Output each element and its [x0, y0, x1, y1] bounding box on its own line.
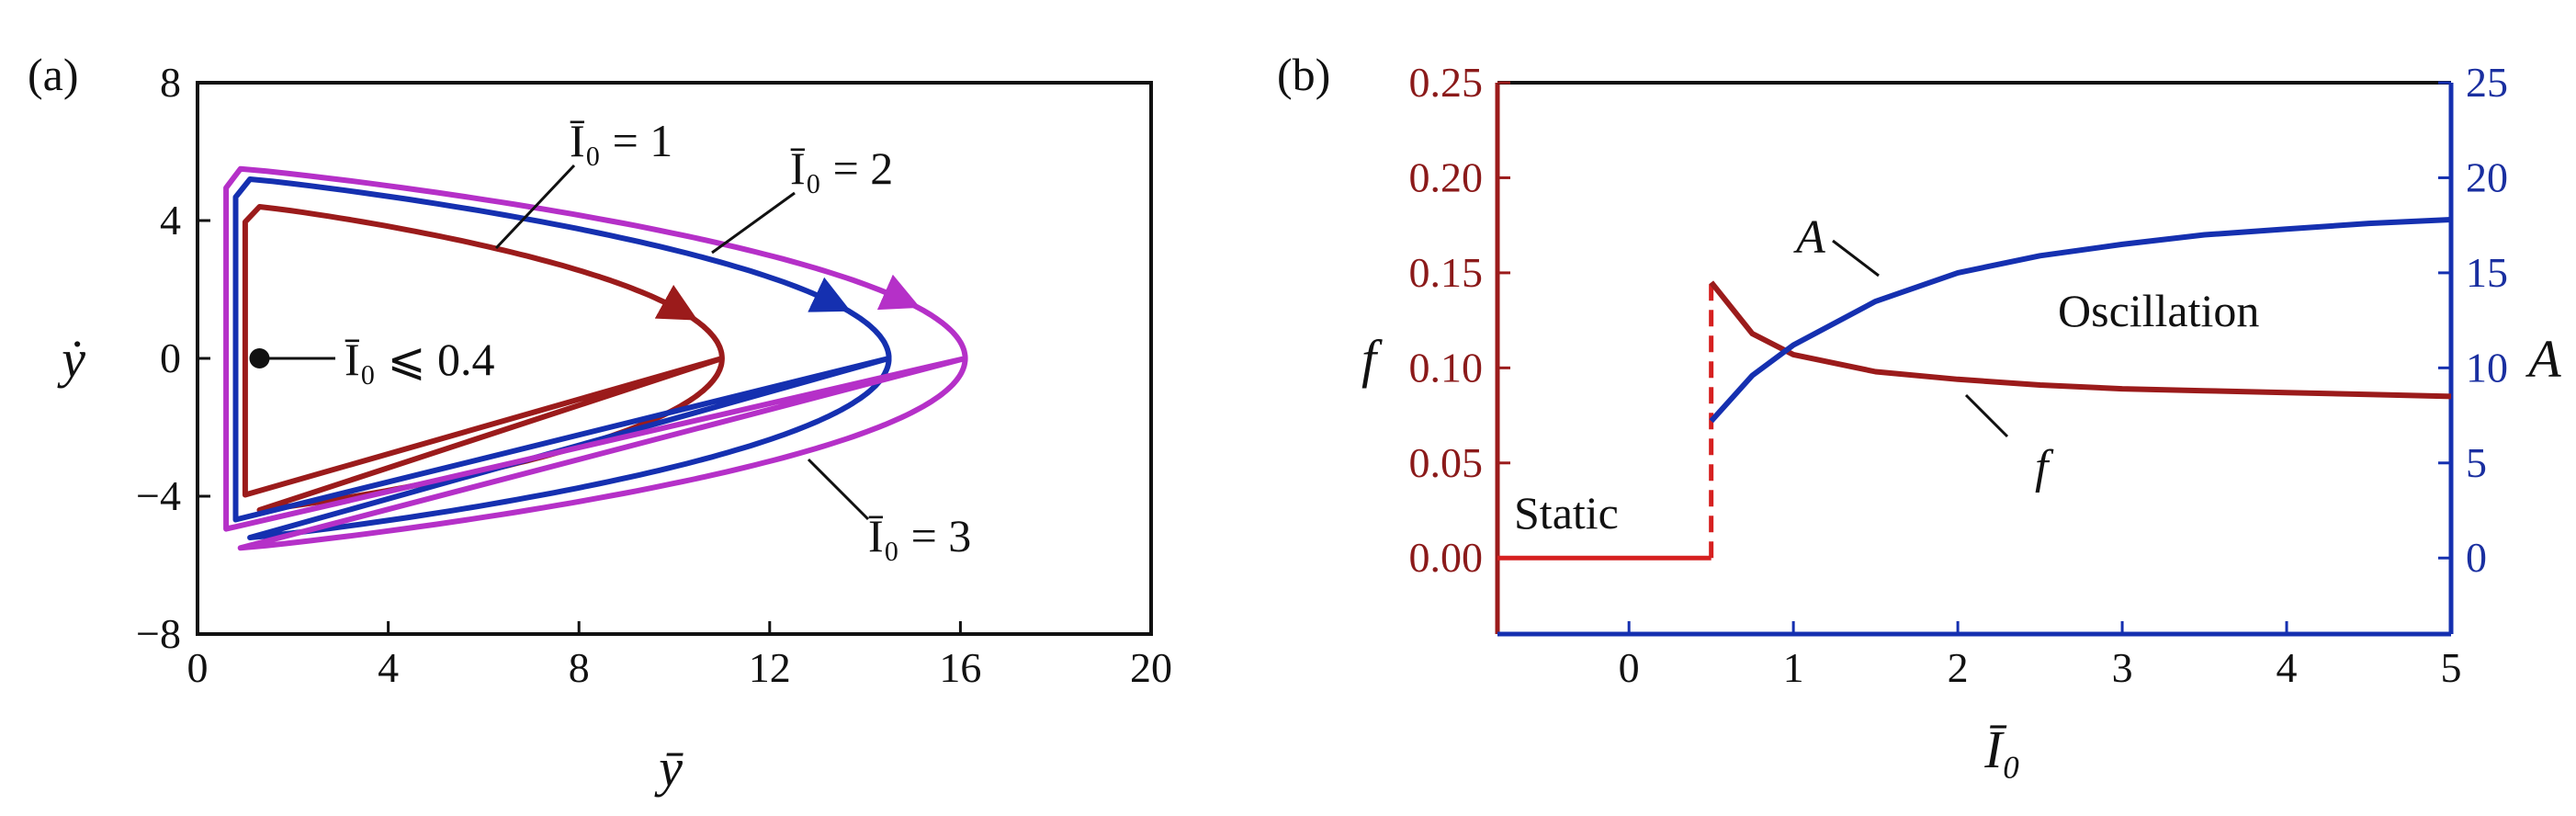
- panel-a-frame: [196, 81, 1153, 636]
- b-xtick-label: 5: [2441, 644, 2462, 691]
- a-ytick-label: −8: [136, 610, 181, 657]
- annotation-a-curve: A: [1793, 211, 1825, 264]
- b-right-ytick-label: 20: [2466, 153, 2508, 200]
- a-ytick-label: 4: [160, 197, 181, 244]
- panel-b-xlabel: Ī₀: [1983, 720, 2020, 779]
- A-curve: [1709, 217, 2452, 424]
- b-xtick-label: 0: [1619, 644, 1640, 691]
- b-right-ytick-label: 10: [2466, 344, 2508, 391]
- b-xtick-label: 3: [2112, 644, 2133, 691]
- b-right-ytick-label: 0: [2466, 534, 2487, 581]
- a-xtick-label: 12: [749, 644, 791, 691]
- phase-orbit-arrow-1: [654, 284, 698, 321]
- panel-a-xlabel: ȳ: [654, 738, 684, 798]
- annotation-i1: Ī₀ = 1: [570, 115, 672, 166]
- b-right-ytick-label: 25: [2466, 59, 2508, 106]
- annotation-i1-leader: [494, 164, 576, 250]
- panel-b-ticks: 0 1 2 3 4 5 0.25 0.20 0.15 0.10 0.05 0.00 25 20 15 10 5 0: [1409, 59, 2509, 691]
- phase-orbit-arrow-2: [808, 277, 852, 312]
- phase-orbit-2: [232, 176, 892, 540]
- panel-a-curves: [223, 165, 968, 551]
- b-right-ytick-label: 15: [2466, 249, 2508, 296]
- annotation-oscillation: Oscillation: [2058, 285, 2259, 336]
- annotation-i3-leader: [807, 458, 870, 521]
- b-left-ytick-label: 0.20: [1409, 153, 1484, 200]
- panel-b-curves: [1497, 217, 2452, 561]
- annotation-a-leader: [1832, 239, 1880, 278]
- panel-b-right-ylabel: A: [2525, 329, 2561, 389]
- a-ytick-label: 0: [160, 334, 181, 381]
- a-xtick-label: 16: [939, 644, 981, 691]
- a-xtick-label: 20: [1130, 644, 1172, 691]
- phase-orbit-arrow-3: [876, 274, 921, 311]
- a-xtick-label: 4: [378, 644, 399, 691]
- b-left-ytick-label: 0.00: [1409, 534, 1484, 581]
- b-right-ytick-label: 5: [2466, 439, 2487, 486]
- annotation-i2: Ī₀ = 2: [790, 142, 893, 194]
- b-left-ytick-label: 0.15: [1409, 249, 1484, 296]
- annotation-static: Static: [1514, 487, 1619, 538]
- annotation-fixed-point: Ī₀ ⩽ 0.4: [345, 334, 494, 385]
- a-xtick-label: 0: [187, 644, 209, 691]
- b-xtick-label: 1: [1783, 644, 1804, 691]
- panel-b-label: (b): [1277, 49, 1330, 100]
- phase-orbit-3: [223, 165, 968, 551]
- panel-a-ylabel: ẏ: [57, 329, 85, 389]
- a-xtick-label: 8: [569, 644, 590, 691]
- a-ytick-label: 8: [160, 59, 181, 106]
- panel-a-ticks: 0 4 8 12 16 20 8 4 0 −4 −8: [136, 59, 1172, 691]
- b-xtick-label: 2: [1948, 644, 1969, 691]
- b-left-ytick-label: 0.05: [1409, 439, 1484, 486]
- b-xtick-label: 4: [2277, 644, 2298, 691]
- f-curve: [1709, 280, 2452, 400]
- b-left-ytick-label: 0.25: [1409, 59, 1484, 106]
- panel-b: (b) 0 1 2 3 4 5 0.25 0.20 0.15 0.10 0.05 0.00 25 20 15…: [1277, 49, 2561, 779]
- annotation-f-leader: [1964, 393, 2009, 438]
- b-left-ytick-label: 0.10: [1409, 344, 1484, 391]
- a-ytick-label: −4: [136, 472, 181, 519]
- annotation-i3: Ī₀ = 3: [868, 510, 971, 561]
- annotation-i2-leader: [711, 191, 796, 255]
- panel-a-label: (a): [28, 49, 79, 100]
- annotation-f-curve: f: [2035, 441, 2054, 493]
- panel-a: (a) 0 4 8 12 16 20 8 4 0 −4 −8 ȳ ẏ Ī₀ = 1 Ī₀ = 2 Ī…: [28, 49, 1172, 798]
- panel-b-left-ylabel: f: [1361, 329, 1383, 389]
